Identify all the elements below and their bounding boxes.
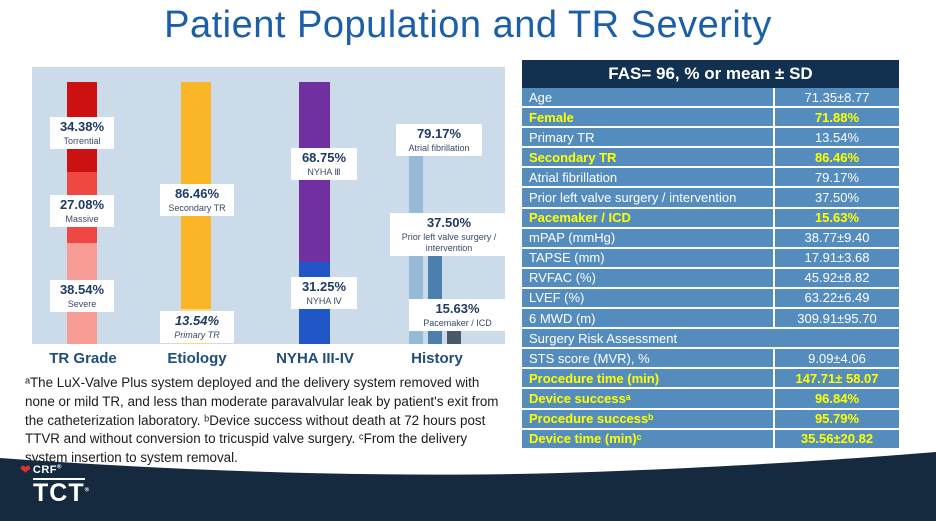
bar-label-nyha-iii: 68.75% NYHA Ⅲ [291,148,357,180]
table-row-secondary-tr: Secondary TR 86.46% [522,148,899,169]
table-row-prior-left-valve-surgery: Prior left valve surgery / intervention 3… [522,188,899,209]
table-row-mpap: mPAP (mmHg) 38.77±9.40 [522,228,899,249]
table-row-rvfac: RVFAC (%) 45.92±8.82 [522,268,899,289]
table-row-primary-tr: Primary TR 13.54% [522,128,899,149]
bar-label-massive: 27.08% Massive [50,195,114,227]
category-label-tr-grade: TR Grade [49,350,117,367]
table-row-procedure-time: Procedure time (min) 147.71± 58.07 [522,369,899,390]
bar-chart: 34.38% Torrential 27.08% Massive 38.54% … [32,67,508,372]
table-row-lvef: LVEF (%) 63.22±6.49 [522,288,899,310]
slide-title: Patient Population and TR Severity [164,4,772,46]
table-row-device-time: Device time (min)ᶜ 35.56±20.82 [522,429,899,450]
table-header: FAS= 96, % or mean ± SD [522,60,899,88]
table-row-procedure-success: Procedure successᵇ 95.79% [522,409,899,430]
patient-table: FAS= 96, % or mean ± SD Age 71.35±8.77 Fe… [522,60,899,450]
table-row-surgery-risk-assessment: Surgery Risk Assessment [522,329,899,350]
footnote: ᵃThe LuX-Valve Plus system deployed and … [25,375,499,466]
bar-label-torrential: 34.38% Torrential [50,117,114,149]
chart-plot-area: 34.38% Torrential 27.08% Massive 38.54% … [32,67,508,344]
table-row-female: Female 71.88% [522,108,899,129]
table-row-pacemaker-icd: Pacemaker / ICD 15.63% [522,208,899,229]
bar-label-secondary-tr: 86.46% Secondary TR [160,184,234,216]
category-label-etiology: Etiology [167,350,227,367]
category-label-nyha: NYHA III-IV [276,350,354,367]
tct-label: TCT® [33,479,91,507]
table-row-sts-score: STS score (MVR), % 9.09±4.06 [522,349,899,370]
logo-divider [33,478,85,480]
table-row-device-success: Device successᵃ 96.84% [522,389,899,410]
bar-label-primary-tr: 13.54% Primary TR [160,311,234,343]
table-row-atrial-fibrillation: Atrial fibrillation 79.17% [522,168,899,189]
crf-tct-logo: ❤ CRF® TCT® [20,463,90,506]
heart-icon: ❤ [20,462,31,477]
bar-label-nyha-iv: 31.25% NYHA Ⅳ [291,277,357,309]
bar-label-prior-left-valve-surgery: 37.50% Prior left valve surgery / interv… [390,213,508,256]
category-label-history: History [411,350,463,367]
crf-label: CRF® [32,463,62,476]
bar-label-pacemaker-icd: 15.63% Pacemaker / ICD [409,299,506,331]
footer-wave [0,452,936,521]
table-row-6mwd: 6 MWD (m) 309.91±95.70 [522,309,899,330]
bar-label-severe: 38.54% Severe [50,280,114,312]
table-row-age: Age 71.35±8.77 [522,88,899,109]
bar-label-atrial-fibrillation: 79.17% Atrial fibrillation [396,124,482,156]
table-row-tapse: TAPSE (mm) 17.91±3.68 [522,248,899,269]
